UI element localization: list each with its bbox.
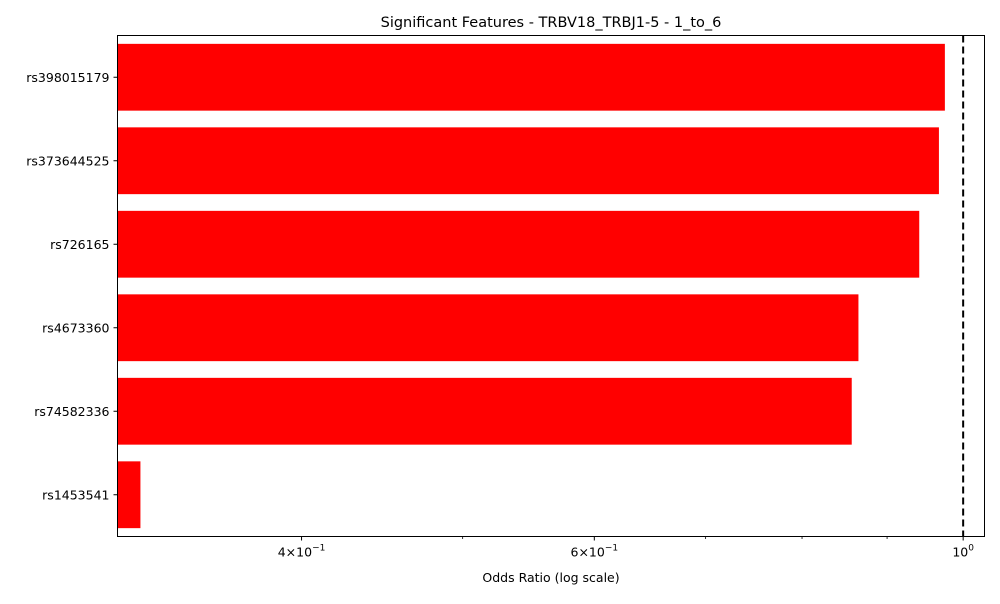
y-tick-label: rs398015179	[26, 70, 109, 85]
bar-rs373644525	[117, 127, 939, 195]
y-tick-label: rs726165	[50, 237, 109, 252]
bar-rs398015179	[117, 43, 945, 111]
x-axis-label: Odds Ratio (log scale)	[482, 570, 619, 585]
x-tick-label: 100	[952, 544, 974, 560]
y-tick-label: rs373644525	[26, 153, 109, 168]
y-tick-label: rs1453541	[42, 487, 109, 502]
plot-frame	[117, 35, 985, 537]
bar-rs74582336	[117, 377, 852, 445]
chart-title: Significant Features - TRBV18_TRBJ1-5 - …	[381, 15, 722, 31]
bar-rs726165	[117, 210, 920, 278]
bars-layer	[117, 43, 945, 529]
x-tick-label: 4×10−1	[278, 544, 326, 560]
bar-rs4673360	[117, 294, 859, 362]
y-tick-label: rs74582336	[34, 404, 109, 419]
ticks-layer: rs398015179 rs373644525 rs726165 rs4673360 r…	[26, 70, 974, 560]
y-tick-label: rs4673360	[42, 320, 109, 335]
bar-rs1453541	[117, 461, 141, 529]
x-tick-label: 6×10−1	[571, 544, 619, 560]
